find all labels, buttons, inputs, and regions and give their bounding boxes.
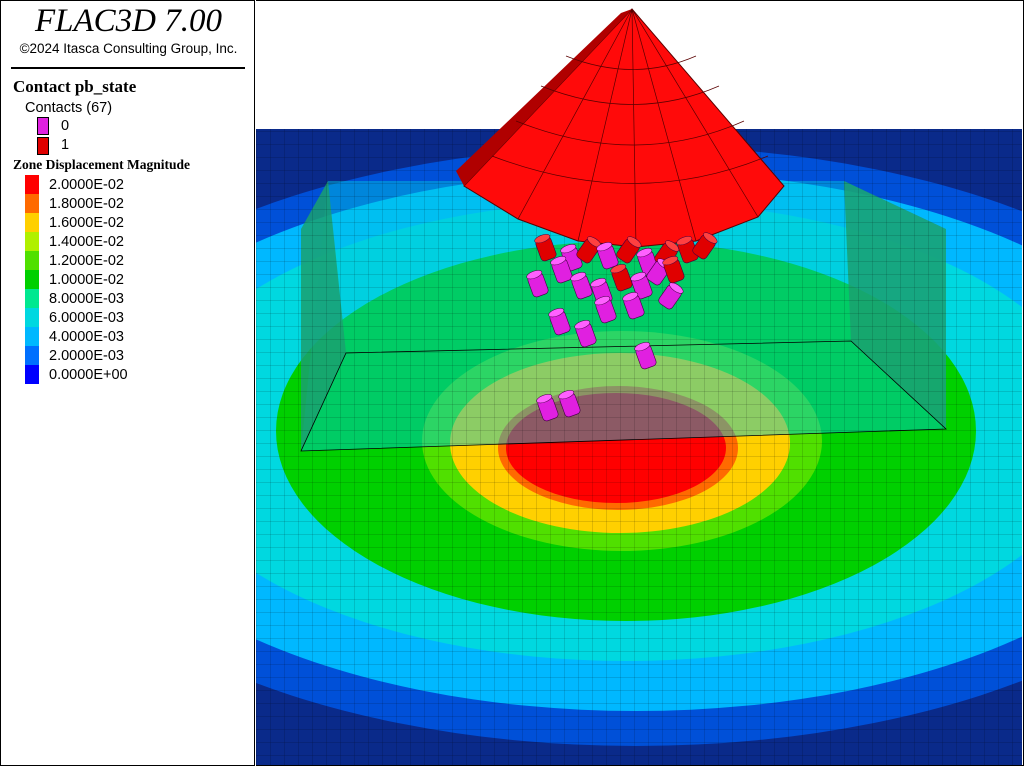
zone-level-swatch (25, 346, 39, 365)
particle-cylinder (534, 234, 557, 262)
contact-state-0-swatch (37, 117, 49, 135)
particle-cylinder (526, 270, 549, 298)
zone-level-label: 1.2000E-02 (49, 253, 124, 269)
particle-cylinder (550, 256, 573, 284)
contact-legend-title: Contact pb_state (13, 77, 137, 96)
zone-level-swatch (25, 232, 39, 251)
particle-cylinder (548, 308, 571, 336)
particle-cylinder (570, 272, 593, 300)
cone-indenter (456, 8, 785, 248)
particle-cylinder (662, 256, 685, 284)
particle-cylinder (610, 264, 633, 292)
zone-level-label: 1.0000E-02 (49, 272, 124, 288)
particle-cylinder (616, 236, 642, 264)
zone-level-label: 2.0000E-02 (49, 177, 124, 193)
particle-cylinder (692, 232, 718, 260)
zone-level-swatch (25, 289, 39, 308)
zone-legend-title: Zone Displacement Magnitude (13, 157, 190, 172)
contact-state-1-swatch (37, 137, 49, 155)
zone-level-label: 1.6000E-02 (49, 215, 124, 231)
particle-cylinder (594, 296, 617, 324)
zone-level-swatch (25, 308, 39, 327)
zone-level-label: 1.8000E-02 (49, 196, 124, 212)
app-title: FLAC3D 7.00 (34, 3, 222, 39)
zone-level-label: 6.0000E-03 (49, 310, 124, 326)
zone-level-swatch (25, 270, 39, 289)
particle-cylinder (536, 394, 559, 422)
particle-cylinder (576, 236, 602, 264)
zone-level-label: 8.0000E-03 (49, 291, 124, 307)
zone-color-bar (25, 175, 39, 384)
zone-level-label: 0.0000E+00 (49, 367, 128, 383)
zone-level-label: 2.0000E-03 (49, 348, 124, 364)
particle-cylinder (676, 236, 699, 264)
title-divider (11, 67, 245, 69)
zone-level-swatch (25, 327, 39, 346)
zone-level-swatch (25, 365, 39, 384)
model-viewport[interactable] (256, 0, 1024, 766)
legend-panel: FLAC3D 7.00 ©2024 Itasca Consulting Grou… (0, 0, 255, 766)
soil-block (256, 129, 1022, 765)
zone-level-swatch (25, 251, 39, 270)
copyright-text: ©2024 Itasca Consulting Group, Inc. (19, 41, 238, 56)
cone-side (456, 9, 632, 186)
zone-level-label: 4.0000E-03 (49, 329, 124, 345)
particle-cylinder (622, 292, 645, 320)
particle-cylinder (596, 242, 619, 270)
contacts-count-label: Contacts (67) (25, 100, 113, 116)
particle-cylinder (658, 282, 684, 310)
zone-level-swatch (25, 213, 39, 232)
particle-cylinder (558, 390, 581, 418)
zone-level-label: 1.4000E-02 (49, 234, 124, 250)
contact-state-1-label: 1 (61, 137, 70, 153)
zone-level-swatch (25, 175, 39, 194)
zone-level-swatch (25, 194, 39, 213)
model-scene[interactable] (256, 1, 1022, 765)
particle-cylinder (634, 342, 657, 370)
particle-cluster (526, 232, 718, 422)
contact-state-0-label: 0 (61, 118, 70, 134)
particle-cylinder (574, 320, 597, 348)
